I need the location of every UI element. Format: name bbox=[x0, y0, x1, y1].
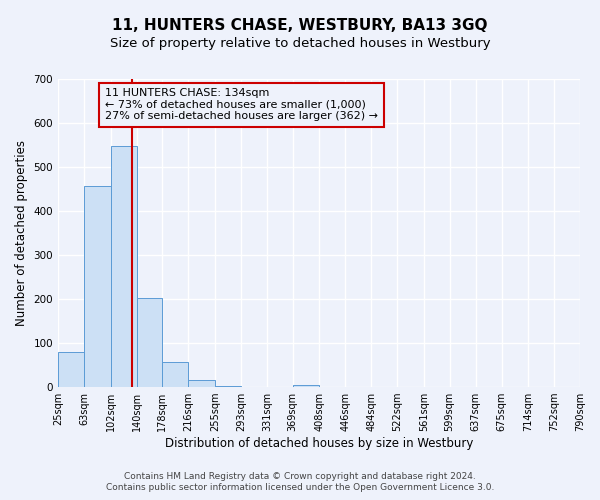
Bar bbox=[58, 352, 84, 387]
Text: Size of property relative to detached houses in Westbury: Size of property relative to detached ho… bbox=[110, 38, 490, 51]
Bar bbox=[137, 298, 163, 387]
X-axis label: Distribution of detached houses by size in Westbury: Distribution of detached houses by size … bbox=[165, 437, 473, 450]
Text: 11 HUNTERS CHASE: 134sqm
← 73% of detached houses are smaller (1,000)
27% of sem: 11 HUNTERS CHASE: 134sqm ← 73% of detach… bbox=[105, 88, 378, 122]
Bar bbox=[215, 386, 241, 387]
Bar bbox=[188, 380, 215, 387]
Bar bbox=[110, 146, 137, 387]
Text: Contains public sector information licensed under the Open Government Licence 3.: Contains public sector information licen… bbox=[106, 484, 494, 492]
Bar bbox=[163, 362, 188, 387]
Bar bbox=[293, 385, 319, 387]
Text: Contains HM Land Registry data © Crown copyright and database right 2024.: Contains HM Land Registry data © Crown c… bbox=[124, 472, 476, 481]
Y-axis label: Number of detached properties: Number of detached properties bbox=[15, 140, 28, 326]
Bar bbox=[84, 186, 110, 387]
Text: 11, HUNTERS CHASE, WESTBURY, BA13 3GQ: 11, HUNTERS CHASE, WESTBURY, BA13 3GQ bbox=[112, 18, 488, 32]
